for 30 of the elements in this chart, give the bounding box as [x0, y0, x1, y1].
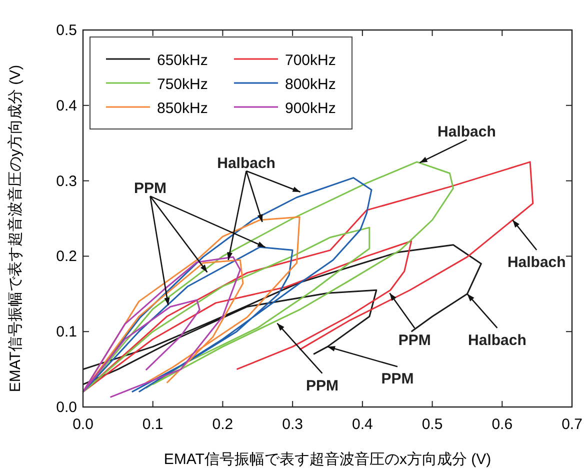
y-axis-title: EMAT信号振幅で表す超音波音圧のy方向成分 (V)	[7, 64, 24, 392]
y-tick-label: 0.4	[56, 97, 77, 114]
legend-label: 650kHz	[157, 52, 208, 69]
y-tick-label: 0.0	[56, 399, 77, 416]
annotation: Halbach	[438, 124, 496, 141]
annotation: Halbach	[217, 154, 276, 172]
y-tick-label: 0.1	[56, 324, 77, 341]
legend-label: 900kHz	[285, 100, 336, 117]
x-tick-label: 0.7	[562, 416, 582, 433]
legend-label: 800kHz	[285, 76, 336, 93]
x-tick-label: 0.4	[352, 416, 373, 433]
x-tick-label: 0.6	[492, 416, 513, 433]
annotation: PPM	[306, 377, 338, 394]
annotation: PPM	[381, 370, 414, 388]
y-tick-label: 0.3	[56, 172, 77, 190]
x-tick-label: 0.1	[142, 416, 164, 433]
legend-label: 750kHz	[157, 76, 208, 93]
y-tick-label: 0.5	[56, 22, 77, 39]
annotation: PPM	[398, 332, 431, 350]
x-tick-label: 0.0	[72, 416, 94, 433]
x-tick-label: 0.5	[422, 416, 443, 433]
annotation: Halbach	[507, 254, 566, 272]
legend-label: 850kHz	[157, 100, 208, 117]
y-tick-label: 0.2	[56, 248, 77, 266]
x-tick-label: 0.2	[212, 416, 234, 433]
annotation: PPM	[134, 180, 166, 198]
annotation: Halbach	[468, 332, 526, 349]
legend-label: 700kHz	[285, 52, 336, 69]
x-axis-title: EMAT信号振幅で表す超音波音圧のx方向成分 (V)	[164, 451, 492, 468]
x-tick-label: 0.3	[282, 416, 303, 433]
